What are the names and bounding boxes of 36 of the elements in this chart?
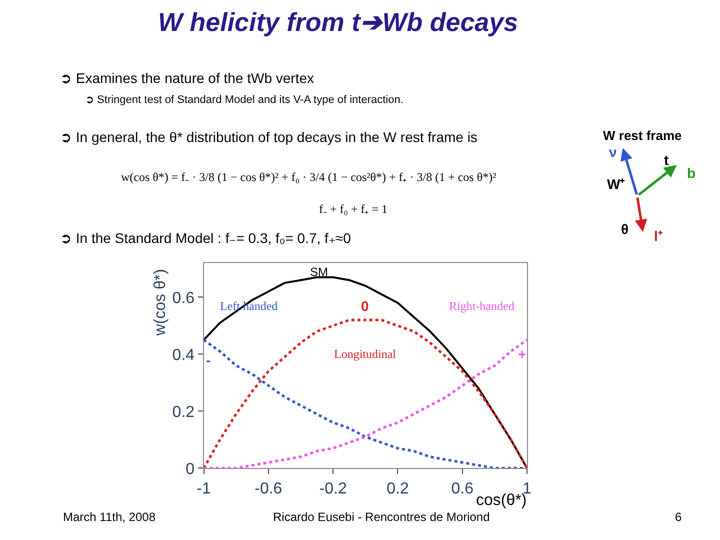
- text: ➲ In general, the θ* distribution of top decays in the W rest frame is: [60, 129, 478, 145]
- annotation: +: [518, 346, 526, 362]
- text: ν: [609, 144, 617, 160]
- text: ➲ Stringent test of Standard Model and its V-A type of interaction.: [85, 94, 404, 106]
- text: t: [664, 152, 669, 168]
- x-tick-label: -1: [196, 480, 211, 498]
- x-tick-label: 0.2: [386, 480, 409, 498]
- y-tick-label: 0.2: [172, 404, 195, 421]
- text: b: [687, 165, 696, 181]
- annotation: -: [206, 352, 211, 368]
- x-tick-label: -0.2: [319, 480, 347, 498]
- text: Right-handed: [449, 299, 514, 313]
- text: l⁺: [654, 228, 663, 244]
- text: w(cos θ*) = f₋ · 3/8 (1 − cos θ*)² + f₀ · 3/4 (1 − cos²θ*) + f₊ · 3/8 (1 + cos θ*)²: [121, 170, 497, 184]
- x-tick-label: -0.6: [254, 480, 282, 498]
- text: 6: [675, 510, 682, 524]
- y-tick-label: 0.4: [172, 346, 195, 364]
- line-series: [204, 276, 528, 468]
- text: W⁺: [607, 176, 626, 192]
- x-tick-label: 0.6: [451, 480, 474, 498]
- chart-subtitle: ➲ Examines the nature of the tWb vertex: [60, 70, 314, 86]
- y-tick-label: 0: [186, 460, 195, 478]
- series-label: Longitudinal: [334, 347, 397, 361]
- x-axis-title: cos(θ*): [476, 492, 527, 509]
- y-axis-title: w(cos θ*): [152, 268, 169, 337]
- chart-title: W helicity from t➔Wb decays: [158, 7, 518, 37]
- text: Ricardo Eusebi - Rencontres de Moriond: [273, 510, 490, 524]
- text: W rest frame: [603, 128, 682, 143]
- text: Left handed: [220, 299, 278, 313]
- text: θ: [621, 221, 629, 237]
- y-tick-label: 0.6: [172, 290, 195, 307]
- text: f₋ + f₀ + f₊ = 1: [319, 202, 388, 216]
- text: ➲ In the Standard Model : f₋= 0.3, f₀= 0.7, f₊≈0: [60, 230, 352, 246]
- text: March 11th, 2008: [63, 510, 156, 524]
- annotation: 0: [361, 298, 369, 314]
- series-label: SM: [310, 265, 328, 279]
